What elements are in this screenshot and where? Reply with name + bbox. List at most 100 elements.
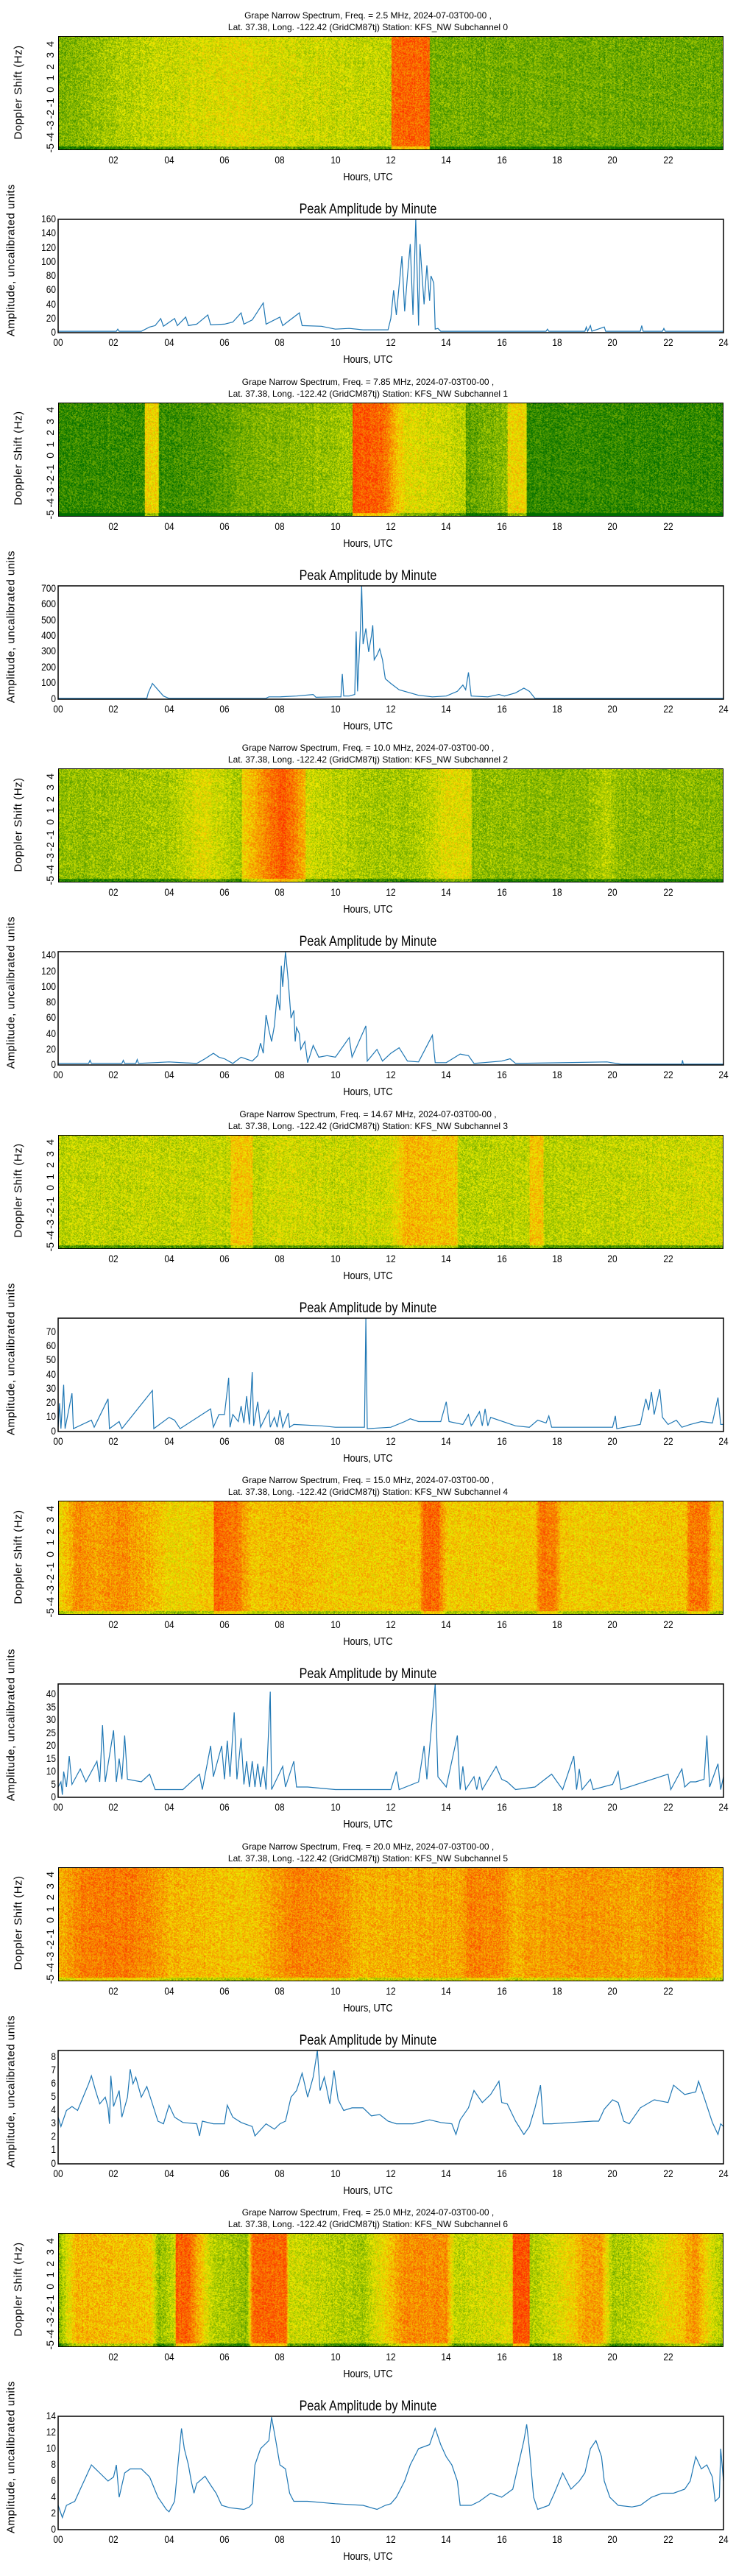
amplitude-xtick-label: 20	[607, 702, 618, 715]
amplitude-xtick-label: 10	[330, 1069, 341, 1080]
amplitude-xtick-label: 04	[164, 1434, 174, 1447]
amplitude-title: Peak Amplitude by Minute	[299, 1300, 437, 1316]
spectrogram-title-line2: Lat. 37.38, Long. -122.42 (GridCM87tj) S…	[227, 388, 509, 399]
amplitude-ytick-label: 20	[46, 311, 56, 324]
amplitude-xtick-label: 24	[718, 2533, 729, 2545]
amplitude-ytick-label: 20	[46, 1396, 56, 1408]
spectrogram-xtick-label: 16	[497, 886, 507, 898]
spectrogram-title-line2: Lat. 37.38, Long. -122.42 (GridCM87tj) S…	[227, 754, 509, 765]
amplitude-chart	[57, 584, 724, 700]
spectrogram-xtick-label: 04	[164, 1252, 174, 1264]
amplitude-ytick-label: 20	[46, 1042, 56, 1055]
amplitude-ytick-label: 700	[41, 581, 56, 594]
spectrogram-xtick-label: 20	[607, 520, 618, 532]
amplitude-xtick-label: 00	[53, 336, 63, 348]
spectrogram-xtick-label: 10	[330, 1252, 341, 1264]
amplitude-ytick-label: 6	[51, 2474, 56, 2486]
amplitude-xtick-label: 18	[552, 1069, 562, 1080]
spectrogram-xtick-label: 04	[164, 1618, 174, 1630]
amplitude-series-line	[58, 219, 723, 333]
amplitude-xtick-label: 04	[164, 1801, 174, 1813]
spectrogram-xlabel: Hours, UTC	[343, 1269, 393, 1282]
amplitude-ytick-label: 80	[46, 269, 56, 281]
amplitude-xtick-label: 24	[718, 1069, 729, 1080]
amplitude-plot-frame	[57, 2049, 724, 2165]
amplitude-xtick-label: 00	[53, 2167, 63, 2179]
spectrogram-image	[59, 2234, 723, 2346]
amplitude-ylabel: Amplitude, uncalibrated units	[4, 916, 18, 1069]
spectrogram-xtick-label: 16	[497, 154, 507, 166]
amplitude-ytick-label: 140	[41, 949, 56, 961]
amplitude-ytick-label: 500	[41, 613, 56, 626]
amplitude-xlabel: Hours, UTC	[343, 1451, 393, 1465]
amplitude-ytick-label: 3	[51, 2117, 56, 2129]
spectrogram-xtick-label: 06	[219, 154, 230, 166]
amplitude-xlabel: Hours, UTC	[343, 719, 393, 732]
amplitude-xtick-label: 16	[497, 2533, 507, 2545]
amplitude-ytick-label: 200	[41, 660, 56, 673]
amplitude-xtick-label: 20	[607, 2167, 618, 2179]
spectrogram-title-line1: Grape Narrow Spectrum, Freq. = 25.0 MHz,…	[241, 2207, 495, 2218]
amplitude-ylabel: Amplitude, uncalibrated units	[4, 2014, 18, 2168]
amplitude-xtick-label: 14	[441, 1801, 451, 1813]
spectrogram-xlabel: Hours, UTC	[343, 2368, 393, 2380]
amplitude-ytick-label: 40	[46, 1688, 56, 1699]
amplitude-ytick-label: 40	[46, 297, 56, 310]
amplitude-xtick-label: 00	[53, 1434, 63, 1447]
spectrogram-xtick-label: 10	[330, 520, 341, 532]
spectrogram-xtick-label: 08	[275, 154, 285, 166]
amplitude-xtick-label: 10	[330, 702, 341, 715]
amplitude-xtick-label: 16	[497, 702, 507, 715]
spectrogram-title-line2: Lat. 37.38, Long. -122.42 (GridCM87tj) S…	[227, 1487, 509, 1497]
amplitude-series-line	[57, 1683, 724, 1795]
amplitude-ytick-label: 40	[46, 1027, 56, 1039]
amplitude-xlabel: Hours, UTC	[343, 2550, 393, 2563]
spectrogram-xlabel: Hours, UTC	[343, 537, 393, 550]
amplitude-xtick-label: 10	[330, 1434, 341, 1447]
amplitude-ytick-label: 10	[46, 2442, 56, 2454]
spectrogram-xtick-label: 22	[663, 2351, 673, 2363]
amplitude-xtick-label: 02	[108, 1801, 118, 1813]
amplitude-xtick-label: 02	[108, 336, 118, 348]
amplitude-ytick-label: 12	[46, 2426, 56, 2438]
amplitude-xtick-label: 22	[663, 702, 673, 715]
amplitude-xtick-label: 00	[53, 702, 63, 715]
amplitude-ytick-label: 5	[51, 2090, 56, 2102]
spectrogram-xtick-label: 10	[330, 1984, 341, 1997]
spectrogram-xtick-label: 10	[330, 154, 341, 166]
amplitude-ytick-label: 100	[41, 255, 56, 267]
amplitude-ytick-label: 0	[51, 1058, 56, 1070]
amplitude-ytick-label: 100	[41, 980, 56, 992]
spectrogram-heatmap	[58, 768, 723, 882]
amplitude-ytick-label: 80	[46, 996, 56, 1008]
amplitude-ytick-label: 0	[51, 1424, 56, 1437]
amplitude-ytick-label: 60	[46, 1011, 56, 1024]
spectrogram-xtick-label: 18	[552, 1984, 562, 1997]
spectrogram-xlabel: Hours, UTC	[343, 903, 393, 916]
spectrogram-xtick-label: 22	[663, 886, 673, 898]
amplitude-xtick-label: 24	[718, 1434, 729, 1447]
amplitude-ytick-label: 10	[46, 1765, 56, 1777]
spectrogram-image	[59, 403, 723, 516]
amplitude-xtick-label: 16	[497, 1434, 507, 1447]
spectrogram-xtick-label: 12	[386, 154, 396, 166]
spectrogram-title-line2: Lat. 37.38, Long. -122.42 (GridCM87tj) S…	[227, 1853, 509, 1864]
amplitude-plot-frame	[57, 951, 724, 1066]
amplitude-xtick-label: 12	[386, 2533, 396, 2545]
spectrogram-xtick-label: 12	[386, 1618, 396, 1630]
amplitude-xtick-label: 04	[164, 702, 174, 715]
spectrogram-xtick-label: 08	[275, 1984, 285, 1997]
amplitude-series-line	[57, 2050, 724, 2137]
spectrogram-xtick-label: 02	[108, 520, 118, 532]
amplitude-ytick-label: 2	[51, 2507, 56, 2519]
spectrogram-xtick-label: 04	[164, 520, 174, 532]
amplitude-xtick-label: 16	[497, 1801, 507, 1813]
spectrogram-title-line1: Grape Narrow Spectrum, Freq. = 2.5 MHz, …	[244, 10, 492, 21]
spectrogram-xtick-label: 06	[219, 1252, 230, 1264]
amplitude-xtick-label: 14	[441, 2167, 451, 2179]
spectrogram-title-line1: Grape Narrow Spectrum, Freq. = 20.0 MHz,…	[241, 1841, 495, 1852]
amplitude-series-line	[57, 2416, 724, 2519]
spectrogram-xlabel: Hours, UTC	[343, 2001, 393, 2014]
amplitude-ytick-label: 30	[46, 1713, 56, 1725]
amplitude-ylabel: Amplitude, uncalibrated units	[4, 183, 18, 337]
